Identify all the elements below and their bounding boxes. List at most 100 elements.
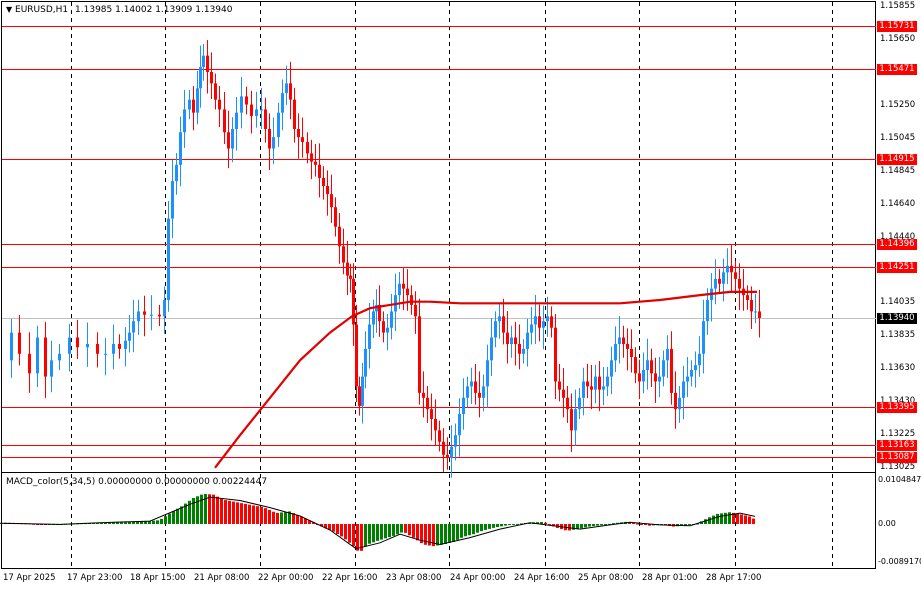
level-price-tag[interactable]: 1.13395 (877, 402, 917, 413)
macd-bar (360, 524, 363, 551)
macd-bar (128, 521, 131, 524)
macd-bar (576, 524, 579, 530)
candle (582, 367, 585, 416)
macd-bar (236, 502, 239, 524)
candle (223, 91, 226, 144)
candle-body (218, 99, 221, 110)
macd-bar (596, 524, 599, 526)
candle-body (530, 324, 533, 333)
macd-bar (376, 524, 379, 541)
candle-body (50, 360, 53, 377)
candle-body (386, 327, 389, 333)
level-price-tag[interactable]: 1.13163 (877, 440, 917, 451)
candle-body (442, 441, 445, 455)
candle (486, 344, 489, 408)
level-price-tag[interactable]: 1.15731 (877, 21, 917, 32)
candle (293, 87, 296, 143)
candle (297, 113, 300, 159)
candle-body (626, 344, 629, 349)
price-tick-label: 1.13630 (880, 363, 916, 374)
candle-body (277, 112, 280, 138)
macd-bar (572, 524, 575, 530)
candle-body (268, 128, 271, 149)
macd-bar (160, 518, 163, 524)
symbol-header[interactable]: ▼ EURUSD,H1 1.13985 1.14002 1.13909 1.13… (6, 4, 232, 16)
candle (474, 363, 477, 405)
macd-bar (696, 523, 699, 525)
macd-bar (208, 494, 211, 524)
candle-body (730, 265, 733, 273)
candle-body (158, 314, 161, 317)
candle-body (518, 344, 521, 354)
macd-bar (132, 521, 135, 524)
macd-bar (452, 524, 455, 542)
macd-bar (168, 513, 171, 524)
candle-body (598, 376, 601, 390)
macd-bar (320, 524, 323, 527)
macd-bar (720, 513, 723, 524)
candle (390, 293, 393, 340)
candle (438, 420, 441, 452)
candle (670, 331, 673, 405)
candle (310, 139, 313, 180)
macd-bar (400, 524, 403, 533)
candle (143, 295, 146, 337)
macd-bar (352, 524, 355, 547)
candle-body (402, 283, 405, 289)
level-price-tag[interactable]: 1.14251 (877, 262, 917, 273)
candle (530, 306, 533, 345)
candle (183, 89, 186, 148)
candle-body (714, 278, 717, 289)
candle-body (372, 311, 375, 325)
candle (462, 378, 465, 430)
candle (250, 90, 253, 134)
candle-body (706, 300, 709, 322)
chevron-down-icon[interactable]: ▼ (6, 5, 13, 14)
level-price-tag[interactable]: 1.14396 (877, 239, 917, 250)
candle-body (378, 304, 381, 322)
candle (281, 79, 284, 131)
candle-body (674, 392, 677, 410)
macd-bar (204, 493, 207, 524)
candle (690, 360, 693, 387)
candle (466, 376, 469, 408)
time-tick-label: 24 Apr 16:00 (514, 573, 570, 583)
macd-bar (568, 524, 571, 531)
macd-bar (164, 516, 167, 524)
candle (658, 357, 661, 398)
candle (306, 132, 309, 164)
level-price-tag[interactable]: 1.14915 (877, 154, 917, 165)
candle-body (231, 128, 234, 149)
candle (36, 325, 39, 388)
candle-body (450, 446, 453, 459)
candle-body (338, 226, 341, 247)
candle (76, 319, 79, 359)
macd-bar (424, 524, 427, 545)
candle-body (754, 311, 757, 313)
macd-bar (344, 524, 347, 540)
candle-body (293, 99, 296, 129)
candle (268, 113, 271, 171)
candle (285, 65, 288, 105)
candle-body (398, 283, 401, 296)
candle (414, 291, 417, 334)
candle (192, 85, 195, 131)
candle (210, 52, 213, 100)
candle (498, 302, 501, 339)
macd-bar (520, 523, 523, 525)
candle-body (718, 278, 721, 284)
macd-bar (256, 506, 259, 524)
candle (227, 110, 230, 169)
macd-bar (484, 524, 487, 530)
level-price-tag[interactable]: 1.15471 (877, 64, 917, 75)
macd-bar (404, 524, 407, 533)
candle (738, 263, 741, 311)
macd-bar (648, 524, 651, 526)
candle-body (426, 397, 429, 410)
level-price-tag[interactable]: 1.13087 (877, 452, 917, 463)
macd-bar (740, 514, 743, 524)
candle (698, 336, 701, 377)
candle-body (86, 344, 89, 348)
candle-body (310, 153, 313, 162)
